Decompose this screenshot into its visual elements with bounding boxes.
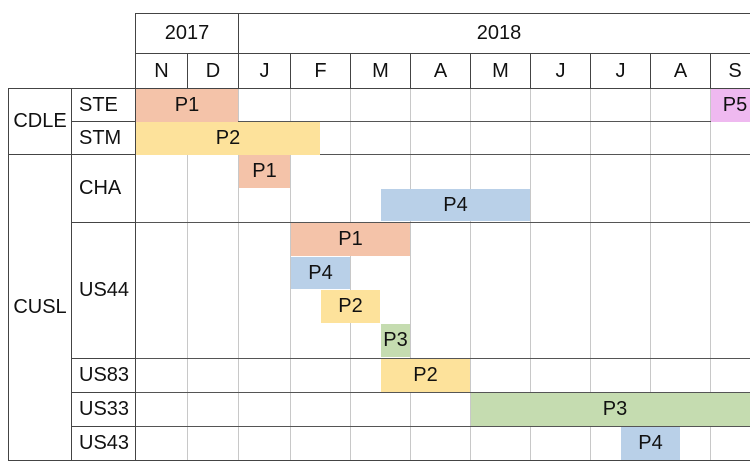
row-label: STM bbox=[71, 121, 136, 155]
row-divider bbox=[71, 358, 750, 359]
bar-p1-cha: P1 bbox=[239, 155, 290, 188]
grid-line bbox=[187, 88, 188, 460]
bar-p4-us44: P4 bbox=[291, 256, 350, 290]
month-header: J bbox=[530, 53, 591, 89]
bar-p4-cha: P4 bbox=[381, 188, 530, 222]
row-divider bbox=[71, 121, 750, 122]
grid-line bbox=[470, 88, 471, 460]
bar-p5-ste: P5 bbox=[711, 89, 750, 122]
row-label: US43 bbox=[71, 426, 136, 461]
group-label: CDLE bbox=[8, 88, 72, 155]
row-divider bbox=[71, 426, 750, 427]
bar-p3-us33: P3 bbox=[471, 393, 750, 426]
month-header: J bbox=[238, 53, 291, 89]
month-header: M bbox=[470, 53, 531, 89]
row-divider bbox=[71, 154, 750, 155]
month-header: A bbox=[410, 53, 471, 89]
year-header: 2017 bbox=[135, 13, 239, 54]
grid-line bbox=[350, 88, 351, 460]
bar-p4-us43: P4 bbox=[621, 427, 680, 460]
bar-p1-us44: P1 bbox=[291, 223, 410, 256]
month-header: F bbox=[290, 53, 351, 89]
bar-p3-us44: P3 bbox=[381, 324, 410, 357]
month-header: J bbox=[590, 53, 651, 89]
month-header: D bbox=[187, 53, 239, 89]
row-label: STE bbox=[71, 88, 136, 122]
grid-line bbox=[410, 88, 411, 460]
row-divider bbox=[71, 222, 750, 223]
row-label: US83 bbox=[71, 358, 136, 393]
month-header: M bbox=[350, 53, 411, 89]
grid-line bbox=[530, 88, 531, 460]
row-label: US44 bbox=[71, 222, 136, 359]
bar-p2-stm: P2 bbox=[136, 122, 320, 155]
grid-line bbox=[710, 88, 711, 460]
bar-p1-ste: P1 bbox=[136, 89, 238, 122]
grid-line bbox=[650, 88, 651, 460]
row-label: CHA bbox=[71, 154, 136, 223]
month-header: A bbox=[650, 53, 711, 89]
month-header: N bbox=[135, 53, 188, 89]
group-label: CUSL bbox=[8, 154, 72, 461]
row-divider bbox=[71, 392, 750, 393]
grid-line bbox=[290, 88, 291, 460]
year-header: 2018 bbox=[238, 13, 750, 54]
bar-p2-us83: P2 bbox=[381, 359, 470, 392]
bar-p2-us44: P2 bbox=[321, 290, 380, 324]
grid-line bbox=[590, 88, 591, 460]
month-header: S bbox=[710, 53, 750, 89]
grid-line bbox=[238, 88, 239, 460]
row-label: US33 bbox=[71, 392, 136, 427]
